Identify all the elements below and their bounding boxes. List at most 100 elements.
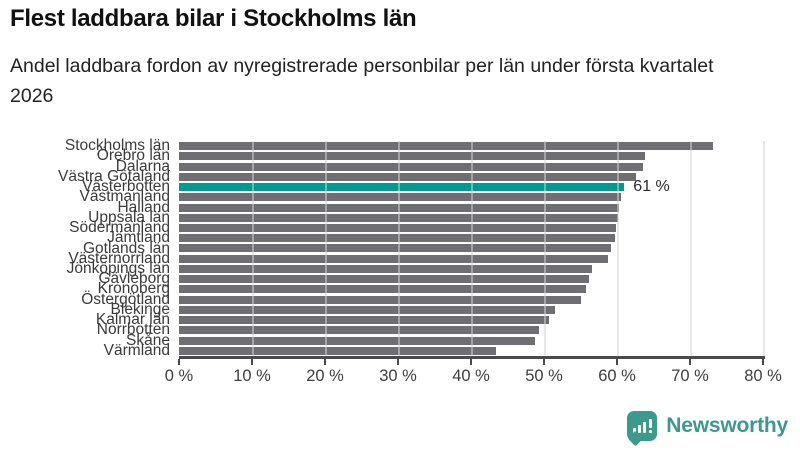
- axis-tick: [397, 359, 399, 365]
- bar: [179, 326, 539, 335]
- gridline-overlay: [544, 141, 546, 356]
- chart-subtitle: Andel laddbara fordon av nyregistrerade …: [10, 55, 714, 107]
- brand-name: Newsworthy: [666, 414, 788, 437]
- plot-area: 61 %: [179, 141, 765, 356]
- axis-tick-label: 30 %: [379, 367, 417, 385]
- logo-exclamation-bar: [648, 419, 652, 428]
- bar: [179, 254, 608, 263]
- x-axis-line: [179, 356, 765, 359]
- bar: [179, 162, 643, 171]
- axis-tick-label: 0 %: [164, 367, 194, 385]
- bar: [179, 213, 618, 222]
- axis-tick: [251, 359, 253, 365]
- axis-tick: [762, 359, 764, 365]
- bar-row: [179, 233, 763, 243]
- y-axis-label: Skåne: [126, 331, 170, 349]
- bar: [179, 336, 535, 345]
- brand-footer: Newsworthy: [627, 411, 788, 441]
- bar-row: [179, 346, 763, 356]
- bar-row: [179, 284, 763, 294]
- bar: [179, 142, 714, 151]
- axis-tick: [324, 359, 326, 365]
- y-axis-label: Södermanland: [69, 219, 170, 237]
- bar-row: [179, 243, 763, 253]
- y-axis-label: Västernorrland: [68, 249, 170, 267]
- bar: [179, 244, 612, 253]
- y-axis-label: Stockholms län: [64, 137, 170, 155]
- bar-row: [179, 264, 763, 274]
- bar-row: 61 %: [179, 178, 763, 196]
- y-axis-label: Dalarna: [115, 157, 170, 175]
- bar: [179, 285, 587, 294]
- logo-mini-chart: [627, 411, 657, 441]
- bar: [179, 295, 582, 304]
- y-axis-label: Västra Götaland: [57, 167, 170, 185]
- y-axis-label: Västmanland: [79, 188, 170, 206]
- axis-tick-label: 70 %: [671, 367, 709, 385]
- page-title: Flest laddbara bilar i Stockholms län: [10, 5, 417, 32]
- y-axis-label: Blekinge: [110, 300, 170, 318]
- bar-row: [179, 223, 763, 233]
- axis-tick-label: 10 %: [233, 367, 271, 385]
- axis-tick: [616, 359, 618, 365]
- y-axis-label: Jämtland: [107, 229, 170, 247]
- gridline: [690, 141, 692, 356]
- y-axis-label: Kalmar län: [95, 311, 170, 329]
- bar: [179, 275, 589, 284]
- axis-tick-label: 80 %: [744, 367, 782, 385]
- gridline: [763, 141, 765, 356]
- gridline-overlay: [690, 141, 692, 356]
- gridline-overlay: [471, 141, 473, 356]
- bar: [179, 152, 645, 161]
- bar: [179, 193, 621, 202]
- axis-tick: [470, 359, 472, 365]
- bar: [179, 234, 615, 243]
- axis-tick-label: 60 %: [598, 367, 636, 385]
- bar-row: [179, 192, 763, 202]
- gridline-overlay: [617, 141, 619, 356]
- axis-tick-label: 40 %: [452, 367, 490, 385]
- bar-row: [179, 274, 763, 284]
- logo-exclamation: [648, 419, 652, 433]
- bar-row: [179, 172, 763, 182]
- bar-row: [179, 141, 763, 151]
- logo-bar-3: [642, 421, 646, 433]
- gridline: [617, 141, 619, 356]
- bar-row: [179, 254, 763, 264]
- bar-row: [179, 161, 763, 171]
- bar: [179, 203, 620, 212]
- gridline-overlay: [398, 141, 400, 356]
- axis-tick-label: 50 %: [525, 367, 563, 385]
- axis-tick: [543, 359, 545, 365]
- bar-chart-speech-bubble-icon: [627, 411, 658, 441]
- bar-row: [179, 151, 763, 161]
- logo-mini-bars: [632, 420, 646, 433]
- bar: [179, 316, 550, 325]
- logo-bar-2: [637, 424, 641, 433]
- bar-row: [179, 315, 763, 325]
- axis-tick: [178, 359, 180, 365]
- logo-bar-1: [632, 427, 636, 433]
- y-axis-label: Västerbotten: [82, 178, 170, 196]
- bar: [179, 224, 617, 232]
- bar-row: [179, 305, 763, 315]
- bar-value-annotation: 61 %: [633, 178, 670, 196]
- bar: [179, 305, 555, 314]
- axis-tick: [689, 359, 691, 365]
- y-axis-label: Jönköpings län: [66, 259, 170, 277]
- bar-row: [179, 295, 763, 305]
- gridline-overlay: [252, 141, 254, 356]
- y-axis-label: Örebro län: [96, 147, 170, 165]
- bar-row: [179, 336, 763, 346]
- y-axis-label: Uppsala län: [88, 208, 170, 226]
- y-axis-label: Gotlands län: [82, 239, 170, 257]
- y-axis-label: Halland: [117, 198, 170, 216]
- bar: [179, 346, 496, 355]
- axis-tick-label: 20 %: [306, 367, 344, 385]
- logo-exclamation-dot: [648, 430, 652, 433]
- bar: [179, 264, 593, 273]
- y-axis-labels: Stockholms län Örebro län Dalarna Västra Gö…: [0, 137, 170, 359]
- bar: [179, 172, 636, 181]
- bar-row: [179, 202, 763, 212]
